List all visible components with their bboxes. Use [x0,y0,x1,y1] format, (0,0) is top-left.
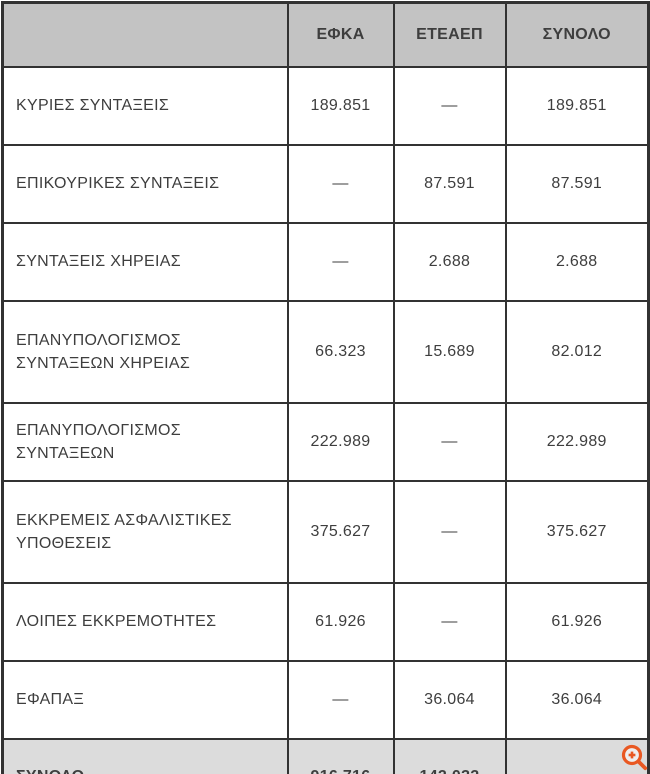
header-col-efka: ΕΦΚΑ [286,1,395,68]
subtotal-row: ΣΥΝΟΛΟ 916.716 142.032 [1,738,650,774]
magnifier-plus-icon [621,744,648,771]
synolo-value: 375.627 [504,480,650,584]
header-col-eteaep: ΕΤΕΑΕΠ [392,1,507,68]
table-row: ΣΥΝΤΑΞΕΙΣ ΧΗΡΕΙΑΣ — 2.688 2.688 [1,222,650,302]
efka-value: — [286,660,395,740]
header-empty-cell [1,1,289,68]
table-row: ΚΥΡΙΕΣ ΣΥΝΤΑΞΕΙΣ 189.851 — 189.851 [1,66,650,146]
efka-value: — [286,222,395,302]
eteaep-value: — [392,582,507,662]
subtotal-efka-value: 916.716 [286,738,395,774]
table-row: ΕΠΑΝΥΠΟΛΟΓΙΣΜΟΣ ΣΥΝΤΑΞΕΩΝ ΧΗΡΕΙΑΣ 66.323… [1,300,650,404]
synolo-value: 2.688 [504,222,650,302]
eteaep-value: — [392,480,507,584]
table-row: ΕΦΑΠΑΞ — 36.064 36.064 [1,660,650,740]
synolo-value: 87.591 [504,144,650,224]
eteaep-value: 15.689 [392,300,507,404]
zoom-in-icon[interactable] [619,742,649,772]
row-label: ΕΠΙΚΟΥΡΙΚΕΣ ΣΥΝΤΑΞΕΙΣ [1,144,289,224]
row-label: ΣΥΝΤΑΞΕΙΣ ΧΗΡΕΙΑΣ [1,222,289,302]
row-label: ΕΦΑΠΑΞ [1,660,289,740]
eteaep-value: — [392,66,507,146]
eteaep-value: 2.688 [392,222,507,302]
synolo-value: 189.851 [504,66,650,146]
synolo-value: 36.064 [504,660,650,740]
table-row: ΕΚΚΡΕΜΕΙΣ ΑΣΦΑΛΙΣΤΙΚΕΣ ΥΠΟΘΕΣΕΙΣ 375.627… [1,480,650,584]
table-row: ΕΠΑΝΥΠΟΛΟΓΙΣΜΟΣ ΣΥΝΤΑΞΕΩΝ 222.989 — 222.… [1,402,650,482]
efka-value: 375.627 [286,480,395,584]
row-label: ΕΠΑΝΥΠΟΛΟΓΙΣΜΟΣ ΣΥΝΤΑΞΕΩΝ ΧΗΡΕΙΑΣ [1,300,289,404]
synolo-value: 222.989 [504,402,650,482]
row-label: ΚΥΡΙΕΣ ΣΥΝΤΑΞΕΙΣ [1,66,289,146]
eteaep-value: 36.064 [392,660,507,740]
efka-value: 66.323 [286,300,395,404]
efka-value: 61.926 [286,582,395,662]
row-label: ΕΠΑΝΥΠΟΛΟΓΙΣΜΟΣ ΣΥΝΤΑΞΕΩΝ [1,402,289,482]
efka-value: 222.989 [286,402,395,482]
row-label: ΛΟΙΠΕΣ ΕΚΚΡΕΜΟΤΗΤΕΣ [1,582,289,662]
efka-value: — [286,144,395,224]
table-row: ΕΠΙΚΟΥΡΙΚΕΣ ΣΥΝΤΑΞΕΙΣ — 87.591 87.591 [1,144,650,224]
efka-value: 189.851 [286,66,395,146]
synolo-value: 82.012 [504,300,650,404]
eteaep-value: 87.591 [392,144,507,224]
table-row: ΛΟΙΠΕΣ ΕΚΚΡΕΜΟΤΗΤΕΣ 61.926 — 61.926 [1,582,650,662]
synolo-value: 61.926 [504,582,650,662]
eteaep-value: — [392,402,507,482]
subtotal-label: ΣΥΝΟΛΟ [1,738,289,774]
subtotal-eteaep-value: 142.032 [392,738,507,774]
header-row: ΕΦΚΑ ΕΤΕΑΕΠ ΣΥΝΟΛΟ [1,1,650,68]
row-label: ΕΚΚΡΕΜΕΙΣ ΑΣΦΑΛΙΣΤΙΚΕΣ ΥΠΟΘΕΣΕΙΣ [1,480,289,584]
header-col-synolo: ΣΥΝΟΛΟ [504,1,650,68]
